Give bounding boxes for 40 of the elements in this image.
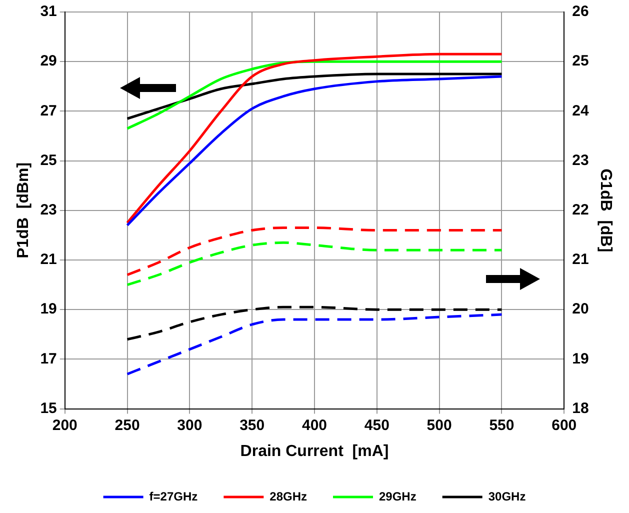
y2-tick-label: 20 [572, 300, 589, 318]
legend-label: f=27GHz [149, 489, 198, 504]
y2-tick-label: 21 [572, 251, 589, 268]
y-tick-label: 23 [40, 202, 57, 219]
y2-tick-label: 18 [572, 400, 589, 417]
y2-tick-label: 26 [572, 3, 589, 20]
legend-label: 30GHz [488, 489, 526, 504]
y2-axis-title: G1dB [dB] [596, 168, 614, 252]
y-axis-title: P1dB [dBm] [15, 162, 32, 258]
x-tick-label: 550 [489, 416, 514, 434]
y-tick-label: 25 [40, 152, 57, 169]
line-series [126, 60, 503, 130]
x-tick-label: 400 [302, 416, 328, 434]
y-tick-label: 21 [40, 251, 57, 268]
line-series [126, 313, 503, 376]
x-tick-label: 500 [426, 416, 452, 434]
y2-tick-label: 24 [572, 102, 590, 120]
y-tick-label: 17 [40, 350, 57, 368]
y-tick-label: 19 [40, 300, 57, 318]
y-tick-label: 27 [40, 102, 57, 120]
line-series [126, 72, 503, 120]
line-series [126, 306, 503, 341]
y-tick-label: 29 [40, 52, 57, 70]
x-tick-label: 200 [52, 416, 78, 434]
y2-tick-label: 19 [572, 350, 589, 368]
legend-label: 29GHz [379, 489, 416, 504]
x-axis-title: Drain Current [mA] [240, 442, 389, 460]
y-tick-label: 15 [40, 400, 57, 417]
x-tick-label: 300 [177, 416, 202, 434]
line-series [126, 226, 503, 276]
y2-tick-label: 25 [572, 52, 589, 70]
y2-tick-label: 22 [572, 202, 589, 219]
x-tick-label: 250 [114, 416, 140, 434]
legend-label: 28GHz [270, 489, 308, 504]
line-series [126, 241, 503, 286]
x-tick-label: 350 [240, 416, 265, 434]
x-tick-label: 450 [364, 416, 390, 434]
x-tick-label: 600 [552, 416, 577, 434]
y-tick-label: 31 [40, 3, 57, 20]
y2-tick-label: 23 [572, 152, 589, 169]
